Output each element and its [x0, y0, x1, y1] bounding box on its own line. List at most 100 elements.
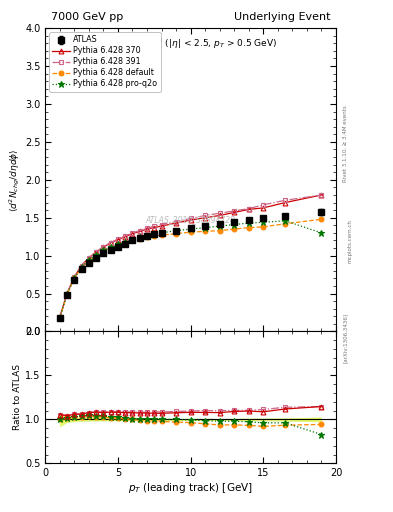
Y-axis label: $\langle d^2 N_{chg}/d\eta d\phi \rangle$: $\langle d^2 N_{chg}/d\eta d\phi \rangle…	[7, 148, 22, 211]
Pythia 6.428 391	[79, 263, 84, 269]
Pythia 6.428 default	[116, 242, 120, 248]
Pythia 6.428 default	[283, 221, 288, 227]
Text: Rivet 3.1.10, ≥ 3.4M events: Rivet 3.1.10, ≥ 3.4M events	[343, 105, 348, 182]
Pythia 6.428 370	[283, 200, 288, 206]
Pythia 6.428 default	[319, 216, 324, 222]
Pythia 6.428 391	[57, 314, 62, 320]
Text: 7000 GeV pp: 7000 GeV pp	[51, 12, 123, 22]
Pythia 6.428 default	[123, 240, 128, 246]
Pythia 6.428 370	[174, 220, 178, 226]
Pythia 6.428 pro-q2o	[72, 275, 77, 282]
Pythia 6.428 391	[64, 290, 70, 296]
Pythia 6.428 370	[64, 290, 70, 296]
Pythia 6.428 default	[101, 248, 106, 254]
Pythia 6.428 default	[152, 233, 156, 239]
Pythia 6.428 391	[130, 230, 135, 236]
Pythia 6.428 pro-q2o	[101, 247, 106, 253]
Pythia 6.428 370	[108, 240, 113, 246]
Pythia 6.428 default	[86, 258, 91, 264]
Pythia 6.428 pro-q2o	[203, 225, 208, 231]
Pythia 6.428 391	[145, 225, 149, 231]
Pythia 6.428 default	[174, 230, 178, 237]
Pythia 6.428 391	[94, 249, 99, 255]
Pythia 6.428 default	[159, 232, 164, 238]
Pythia 6.428 default	[217, 227, 222, 233]
Pythia 6.428 391	[123, 233, 128, 239]
Pythia 6.428 391	[72, 274, 77, 280]
Pythia 6.428 391	[217, 210, 222, 216]
Pythia 6.428 pro-q2o	[130, 237, 135, 243]
Pythia 6.428 370	[232, 209, 237, 216]
Pythia 6.428 default	[145, 234, 149, 241]
Pythia 6.428 370	[86, 255, 91, 261]
Pythia 6.428 pro-q2o	[246, 220, 251, 226]
Pythia 6.428 391	[174, 219, 178, 225]
Pythia 6.428 391	[203, 212, 208, 219]
Text: mcplots.cern.ch: mcplots.cern.ch	[347, 219, 352, 263]
Pythia 6.428 370	[138, 228, 142, 234]
Pythia 6.428 391	[116, 236, 120, 242]
Pythia 6.428 default	[94, 252, 99, 259]
Line: Pythia 6.428 370: Pythia 6.428 370	[57, 193, 324, 319]
Pythia 6.428 391	[86, 255, 91, 261]
Pythia 6.428 391	[188, 216, 193, 222]
Pythia 6.428 default	[108, 245, 113, 251]
Text: ATLAS_2010_S8894728: ATLAS_2010_S8894728	[145, 215, 236, 224]
Pythia 6.428 pro-q2o	[319, 230, 324, 236]
X-axis label: $p_T$ (leading track) [GeV]: $p_T$ (leading track) [GeV]	[128, 481, 253, 495]
Pythia 6.428 391	[138, 227, 142, 233]
Pythia 6.428 370	[261, 205, 266, 211]
Pythia 6.428 pro-q2o	[217, 223, 222, 229]
Pythia 6.428 default	[57, 315, 62, 321]
Pythia 6.428 391	[108, 240, 113, 246]
Text: [arXiv:1306.3436]: [arXiv:1306.3436]	[343, 313, 348, 363]
Y-axis label: Ratio to ATLAS: Ratio to ATLAS	[13, 365, 22, 431]
Pythia 6.428 default	[246, 225, 251, 231]
Pythia 6.428 391	[319, 192, 324, 198]
Pythia 6.428 pro-q2o	[174, 227, 178, 233]
Pythia 6.428 370	[319, 192, 324, 198]
Pythia 6.428 391	[283, 197, 288, 203]
Pythia 6.428 370	[72, 274, 77, 280]
Pythia 6.428 pro-q2o	[57, 315, 62, 321]
Pythia 6.428 default	[79, 265, 84, 271]
Pythia 6.428 391	[246, 205, 251, 211]
Line: Pythia 6.428 391: Pythia 6.428 391	[57, 193, 324, 319]
Pythia 6.428 370	[101, 244, 106, 250]
Pythia 6.428 pro-q2o	[123, 239, 128, 245]
Pythia 6.428 pro-q2o	[86, 257, 91, 263]
Pythia 6.428 370	[217, 212, 222, 219]
Pythia 6.428 default	[232, 226, 237, 232]
Pythia 6.428 370	[246, 206, 251, 212]
Pythia 6.428 370	[203, 215, 208, 221]
Pythia 6.428 pro-q2o	[232, 222, 237, 228]
Pythia 6.428 default	[138, 236, 142, 242]
Pythia 6.428 default	[203, 228, 208, 234]
Pythia 6.428 pro-q2o	[138, 234, 142, 241]
Pythia 6.428 391	[232, 208, 237, 214]
Pythia 6.428 pro-q2o	[79, 264, 84, 270]
Line: Pythia 6.428 default: Pythia 6.428 default	[57, 217, 324, 321]
Text: $\langle N_{ch}\rangle$ vs $p_T^{\rm lead}$ ($|\eta|$ < 2.5, $p_T$ > 0.5 GeV): $\langle N_{ch}\rangle$ vs $p_T^{\rm lea…	[105, 36, 277, 51]
Pythia 6.428 391	[152, 223, 156, 229]
Pythia 6.428 391	[159, 222, 164, 228]
Pythia 6.428 pro-q2o	[188, 226, 193, 232]
Pythia 6.428 pro-q2o	[94, 252, 99, 258]
Line: Pythia 6.428 pro-q2o: Pythia 6.428 pro-q2o	[57, 218, 325, 321]
Pythia 6.428 pro-q2o	[152, 231, 156, 238]
Pythia 6.428 pro-q2o	[283, 218, 288, 224]
Pythia 6.428 pro-q2o	[64, 291, 70, 297]
Pythia 6.428 391	[261, 202, 266, 208]
Pythia 6.428 default	[261, 224, 266, 230]
Pythia 6.428 pro-q2o	[145, 233, 149, 239]
Pythia 6.428 370	[159, 223, 164, 229]
Pythia 6.428 pro-q2o	[108, 244, 113, 250]
Pythia 6.428 391	[101, 244, 106, 250]
Pythia 6.428 370	[79, 263, 84, 269]
Pythia 6.428 370	[152, 225, 156, 231]
Pythia 6.428 pro-q2o	[159, 230, 164, 236]
Pythia 6.428 default	[130, 238, 135, 244]
Pythia 6.428 370	[130, 230, 135, 237]
Pythia 6.428 370	[188, 217, 193, 223]
Pythia 6.428 default	[188, 229, 193, 235]
